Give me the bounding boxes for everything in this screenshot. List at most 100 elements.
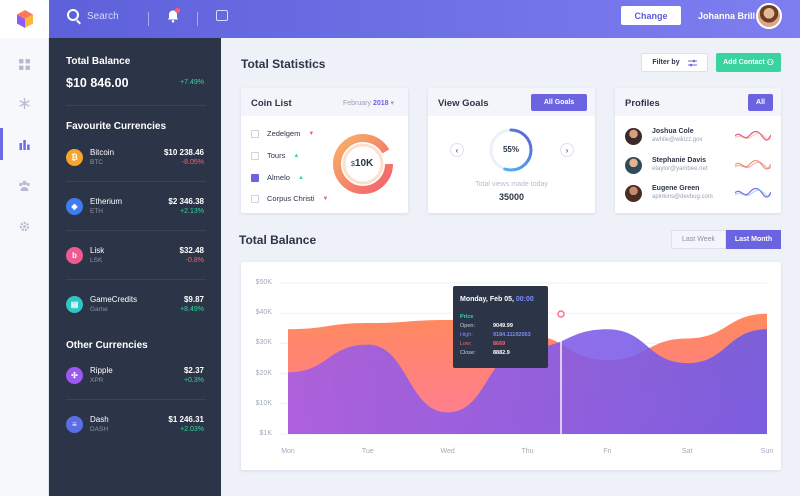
user-avatar[interactable] bbox=[756, 3, 782, 29]
divider bbox=[66, 181, 206, 182]
view-goals-card: View Goals All Goals ‹ › 55% Total views… bbox=[428, 88, 595, 213]
checkbox[interactable] bbox=[251, 129, 259, 138]
month-selector[interactable]: February 2018 ▾ bbox=[343, 99, 394, 107]
previous-button[interactable]: ‹ bbox=[450, 143, 464, 157]
progress-arc bbox=[489, 128, 533, 172]
month-label: February bbox=[343, 100, 372, 107]
next-button[interactable]: › bbox=[560, 143, 574, 157]
favourite-heading: Favourite Currencies bbox=[66, 121, 167, 132]
divider bbox=[197, 12, 198, 26]
currency-name: Etherium bbox=[90, 197, 123, 206]
tab-last-week[interactable]: Last Week bbox=[671, 230, 726, 249]
activity-sparkline bbox=[735, 130, 771, 141]
activity-sparkline bbox=[735, 187, 771, 198]
x-tick-label: Tue bbox=[361, 448, 374, 455]
currency-row-dash[interactable]: ≡ Dash DASH $1 246.31 +2.03% bbox=[49, 413, 221, 453]
goals-caption: Total views made today bbox=[475, 181, 548, 188]
avatar bbox=[625, 128, 642, 145]
activity-sparkline bbox=[735, 159, 771, 170]
x-tick-label: Thu bbox=[521, 448, 534, 455]
calendar-icon[interactable] bbox=[216, 10, 228, 21]
divider bbox=[66, 279, 206, 280]
currency-row-etherium[interactable]: ◆ Etherium ETH $2 346.38 +2.13% bbox=[49, 195, 221, 235]
add-contact-label: Add Contact bbox=[723, 59, 765, 66]
dashboard-icon[interactable] bbox=[18, 58, 31, 71]
y-tick-label: $40K bbox=[255, 309, 272, 317]
search-input[interactable]: Search bbox=[87, 11, 119, 22]
currency-code: BTC bbox=[90, 159, 103, 166]
y-tick-label: $10K bbox=[255, 399, 272, 407]
chevron-down-icon: ▾ bbox=[390, 100, 395, 107]
y-tick-label: $20K bbox=[255, 369, 272, 377]
currency-row-bitcoin[interactable]: ₿ Bitcoin BTC $10 238.46 -8.05% bbox=[49, 146, 221, 186]
coin-list-label: Corpus Christi bbox=[267, 194, 315, 203]
trend-up-icon: ▲ bbox=[293, 152, 300, 159]
tooltip-key: Open: bbox=[460, 323, 475, 329]
coin-list-label: Tours bbox=[267, 151, 286, 160]
currency-code: XPR bbox=[90, 377, 104, 384]
currency-change: +0.3% bbox=[183, 377, 204, 384]
tooltip-value: 8669 bbox=[493, 341, 506, 347]
currency-change: -8.05% bbox=[181, 159, 204, 166]
donut-center-value: $10K bbox=[351, 158, 373, 169]
change-button[interactable]: Change bbox=[621, 6, 681, 25]
checkbox-checked[interactable] bbox=[251, 173, 259, 182]
tooltip-time: 00:00 bbox=[515, 296, 534, 303]
goals-total: 35000 bbox=[498, 192, 525, 202]
divider bbox=[66, 230, 206, 231]
trend-down-icon: ▼ bbox=[308, 130, 315, 137]
coin-list-item[interactable]: Zedelgem ▼ bbox=[251, 129, 314, 138]
currency-name: Lisk bbox=[90, 246, 105, 255]
currency-value: $10 238.46 bbox=[163, 148, 204, 157]
profile-row[interactable]: Joshua Cole awhile@wikizz.gov bbox=[615, 126, 781, 150]
balance-title: Total Balance bbox=[239, 233, 317, 247]
currency-name: Bitcoin bbox=[90, 148, 115, 157]
coin-list-item[interactable]: Corpus Christi ▼ bbox=[251, 194, 328, 203]
users-icon[interactable] bbox=[18, 179, 31, 192]
currency-row-lisk[interactable]: b Lisk LSK $32.48 -0.8% bbox=[49, 244, 221, 284]
all-goals-button[interactable]: All Goals bbox=[531, 94, 587, 111]
y-tick-label: $50K bbox=[255, 279, 272, 286]
year-label: 2018 bbox=[372, 100, 389, 107]
coin-list-item[interactable]: Tours ▲ bbox=[251, 151, 299, 160]
currency-row-ripple[interactable]: ✣ Ripple XPR $2.37 +0.3% bbox=[49, 364, 221, 404]
divider bbox=[66, 399, 206, 400]
x-tick-label: Mon bbox=[281, 448, 295, 455]
divider bbox=[148, 12, 149, 26]
gear-icon[interactable] bbox=[18, 220, 31, 233]
tab-last-month[interactable]: Last Month bbox=[726, 230, 781, 249]
avatar bbox=[625, 185, 642, 202]
coin-donut-chart bbox=[333, 134, 393, 194]
add-user-icon: ⚇ bbox=[766, 58, 774, 67]
filter-button[interactable]: Filter by bbox=[641, 53, 708, 72]
profile-name: Stephanie Davis bbox=[652, 157, 707, 164]
add-contact-button[interactable]: Add Contact ⚇ bbox=[716, 53, 781, 72]
profile-name: Eugene Green bbox=[652, 185, 700, 192]
checkbox[interactable] bbox=[251, 151, 259, 160]
x-tick-label: Wed bbox=[440, 448, 455, 455]
currency-code: ETH bbox=[90, 208, 103, 215]
coin-list-item[interactable]: Almelo ▲ bbox=[251, 173, 304, 182]
x-tick-label: Sat bbox=[681, 448, 693, 455]
tooltip-value: 8882.9 bbox=[493, 350, 510, 356]
currency-row-gamecredits[interactable]: ▤ GameCredits Game $9.87 +8.49% bbox=[49, 293, 221, 333]
divider bbox=[66, 105, 206, 106]
currency-name: Ripple bbox=[90, 366, 113, 375]
trend-up-icon: ▲ bbox=[297, 174, 304, 181]
app-logo[interactable] bbox=[0, 0, 49, 38]
bar-chart-icon[interactable] bbox=[18, 138, 31, 151]
search-icon[interactable] bbox=[67, 9, 79, 21]
profile-email: etaylor@yambee.net bbox=[652, 166, 708, 172]
profile-row[interactable]: Eugene Green apinkins@devbug.com bbox=[615, 183, 781, 207]
checkbox[interactable] bbox=[251, 194, 259, 203]
profile-row[interactable]: Stephanie Davis etaylor@yambee.net bbox=[615, 155, 781, 179]
tooltip-key: Low: bbox=[460, 341, 472, 347]
notification-dot bbox=[175, 8, 180, 13]
profiles-card: Profiles All Joshua Cole awhile@wikizz.g… bbox=[615, 88, 781, 213]
all-profiles-button[interactable]: All bbox=[748, 94, 773, 111]
tooltip-key: Close: bbox=[460, 350, 476, 356]
user-name[interactable]: Johanna Brill bbox=[698, 11, 756, 21]
snowflake-icon[interactable] bbox=[18, 97, 31, 110]
gamecredits-icon: ▤ bbox=[66, 296, 83, 313]
